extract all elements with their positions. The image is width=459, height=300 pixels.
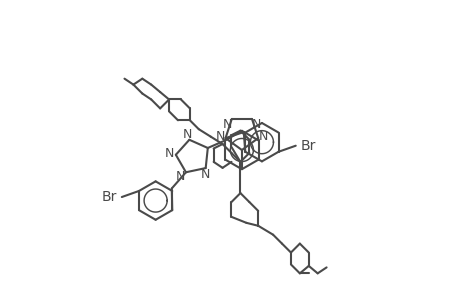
Text: N: N [165, 147, 174, 160]
Text: N: N [222, 118, 231, 131]
Text: N: N [175, 170, 185, 183]
Text: Br: Br [102, 190, 117, 204]
Text: N: N [201, 167, 210, 181]
Text: Br: Br [300, 139, 315, 153]
Text: N: N [251, 118, 261, 131]
Text: N: N [183, 128, 192, 141]
Text: N: N [258, 130, 268, 143]
Text: N: N [215, 130, 224, 143]
